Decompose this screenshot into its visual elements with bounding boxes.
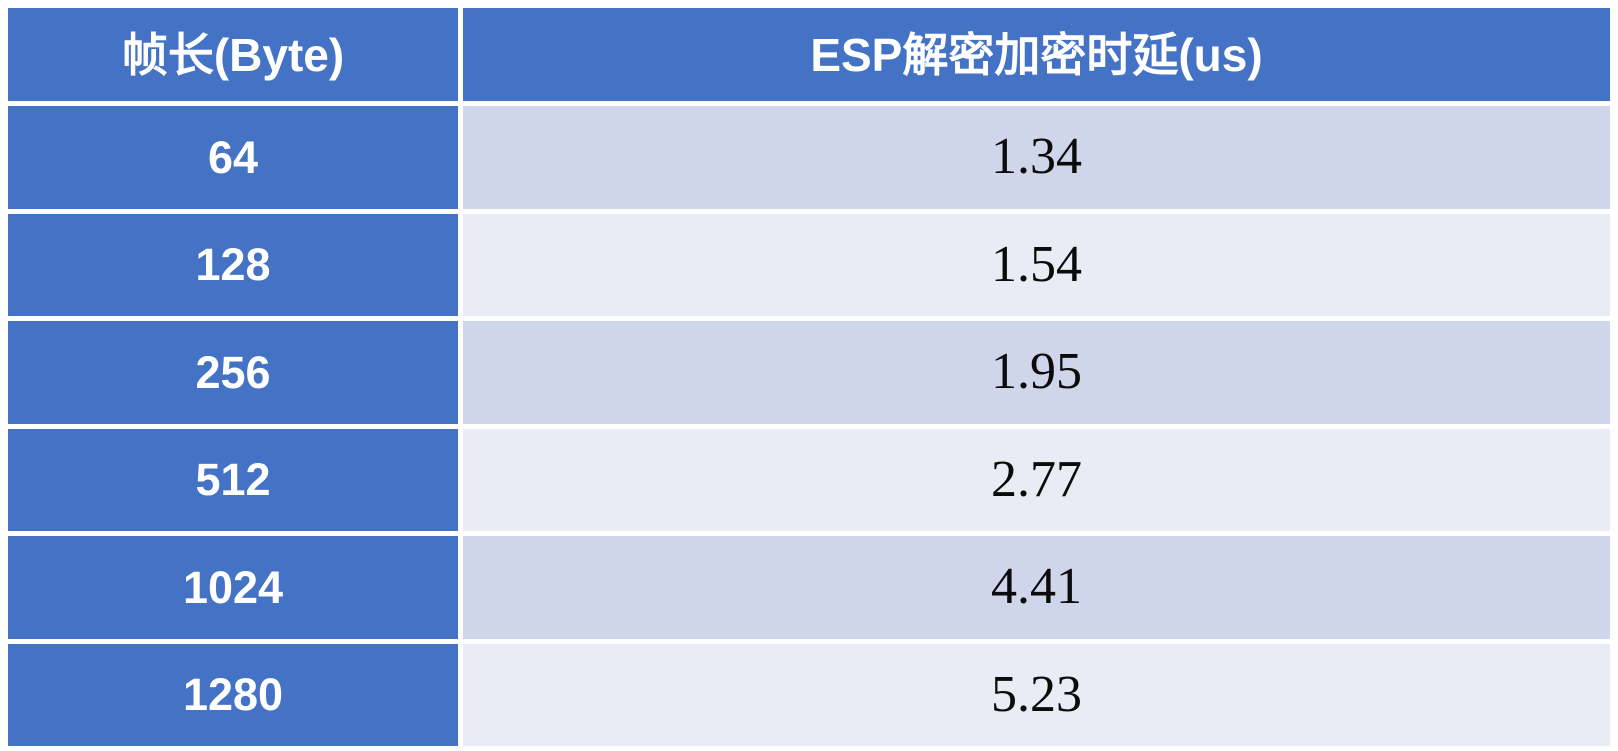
latency-value: 1.95 xyxy=(991,343,1082,401)
latency-cell: 1.95 xyxy=(463,321,1610,424)
latency-value: 4.41 xyxy=(991,558,1082,616)
frame-length-cell: 64 xyxy=(8,106,458,209)
frame-length-cell: 512 xyxy=(8,428,458,531)
latency-value: 1.54 xyxy=(991,235,1082,293)
latency-cell: 4.41 xyxy=(463,536,1610,639)
frame-length-value: 1280 xyxy=(182,669,284,721)
latency-cell: 5.23 xyxy=(463,643,1610,746)
frame-length-value: 64 xyxy=(207,131,259,183)
latency-value: 1.34 xyxy=(991,128,1082,186)
header-frame-length: 帧长(Byte) xyxy=(8,8,458,101)
latency-value: 2.77 xyxy=(991,450,1082,508)
latency-cell: 2.77 xyxy=(463,428,1610,531)
frame-length-value: 128 xyxy=(195,239,271,291)
header-esp-latency-label: ESP解密加密时延(us) xyxy=(810,28,1263,81)
frame-length-cell: 1280 xyxy=(8,643,458,746)
frame-length-cell: 1024 xyxy=(8,536,458,639)
latency-cell: 1.34 xyxy=(463,106,1610,209)
frame-length-cell: 256 xyxy=(8,321,458,424)
frame-length-value: 512 xyxy=(195,454,271,506)
latency-value: 5.23 xyxy=(991,665,1082,723)
frame-length-value: 256 xyxy=(195,346,271,398)
header-frame-length-label: 帧长(Byte) xyxy=(121,28,345,81)
frame-length-cell: 128 xyxy=(8,213,458,316)
frame-length-value: 1024 xyxy=(182,561,284,613)
latency-cell: 1.54 xyxy=(463,213,1610,316)
esp-latency-table: 帧长(Byte) ESP解密加密时延(us) 64 1.34 128 1.54 … xyxy=(8,8,1610,746)
header-esp-latency: ESP解密加密时延(us) xyxy=(463,8,1610,101)
